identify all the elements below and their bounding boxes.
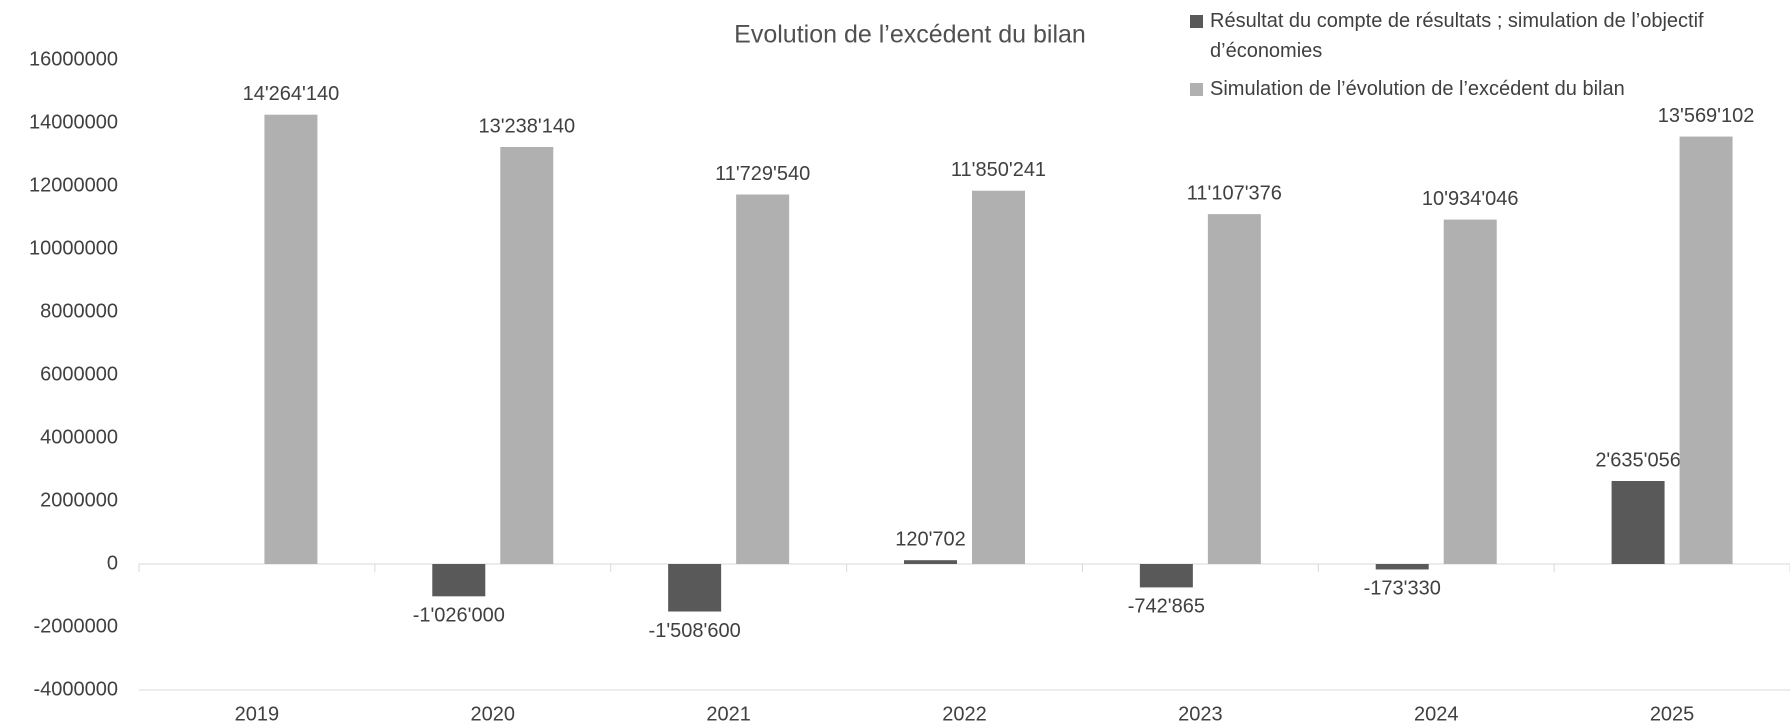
data-label: 13'569'102	[1658, 105, 1755, 127]
x-tick-label: 2025	[1650, 703, 1695, 725]
bar	[432, 564, 486, 597]
x-tick-label: 2021	[706, 703, 751, 725]
data-label: 13'238'140	[478, 115, 575, 137]
data-label: 11'850'241	[951, 159, 1046, 181]
y-tick-label: 0	[107, 552, 118, 574]
y-tick-label: 8000000	[40, 300, 118, 322]
legend-item: Simulation de l’évolution de l’excédent …	[1190, 74, 1730, 104]
y-tick-label: -4000000	[33, 678, 118, 700]
data-label: 120'702	[895, 528, 966, 550]
y-tick-label: -2000000	[33, 615, 118, 637]
bar	[264, 114, 318, 564]
bar	[904, 560, 957, 564]
data-label: 11'729'540	[715, 163, 810, 185]
bar	[1679, 136, 1733, 564]
legend: Résultat du compte de résultats ; simula…	[1190, 6, 1730, 112]
y-tick-label: 2000000	[40, 489, 118, 511]
legend-label: Simulation de l’évolution de l’excédent …	[1210, 78, 1625, 100]
data-label: -1'508'600	[649, 620, 741, 642]
bar	[668, 564, 722, 612]
legend-label: Résultat du compte de résultats ; simula…	[1210, 10, 1704, 62]
bar	[1443, 219, 1497, 564]
data-label: -173'330	[1364, 578, 1441, 600]
bar	[500, 146, 554, 564]
x-tick-label: 2022	[942, 703, 987, 725]
bar	[1375, 564, 1429, 570]
data-label: 11'107'376	[1187, 182, 1282, 204]
data-label: 14'264'140	[243, 83, 340, 105]
bar	[1611, 480, 1665, 564]
bar	[1139, 564, 1193, 588]
data-label: 10'934'046	[1422, 188, 1519, 210]
legend-swatch	[1190, 15, 1203, 28]
y-tick-label: 12000000	[29, 174, 118, 196]
y-tick-label: 10000000	[29, 237, 118, 259]
bar	[1207, 214, 1261, 564]
y-tick-label: 14000000	[29, 111, 118, 133]
chart-title: Evolution de l’excédent du bilan	[734, 21, 1086, 49]
legend-swatch	[1190, 83, 1203, 96]
data-label: -1'026'000	[413, 605, 505, 627]
y-tick-label: 6000000	[40, 363, 118, 385]
x-tick-label: 2020	[471, 703, 516, 725]
bar	[972, 190, 1025, 564]
x-tick-label: 2019	[235, 703, 280, 725]
x-tick-label: 2024	[1414, 703, 1459, 725]
data-label: 2'635'056	[1595, 449, 1681, 471]
legend-item: Résultat du compte de résultats ; simula…	[1190, 6, 1730, 66]
bar	[736, 194, 790, 565]
data-label: -742'865	[1128, 596, 1205, 618]
y-tick-label: 4000000	[40, 426, 118, 448]
x-tick-label: 2023	[1178, 703, 1223, 725]
y-tick-label: 16000000	[29, 48, 118, 70]
